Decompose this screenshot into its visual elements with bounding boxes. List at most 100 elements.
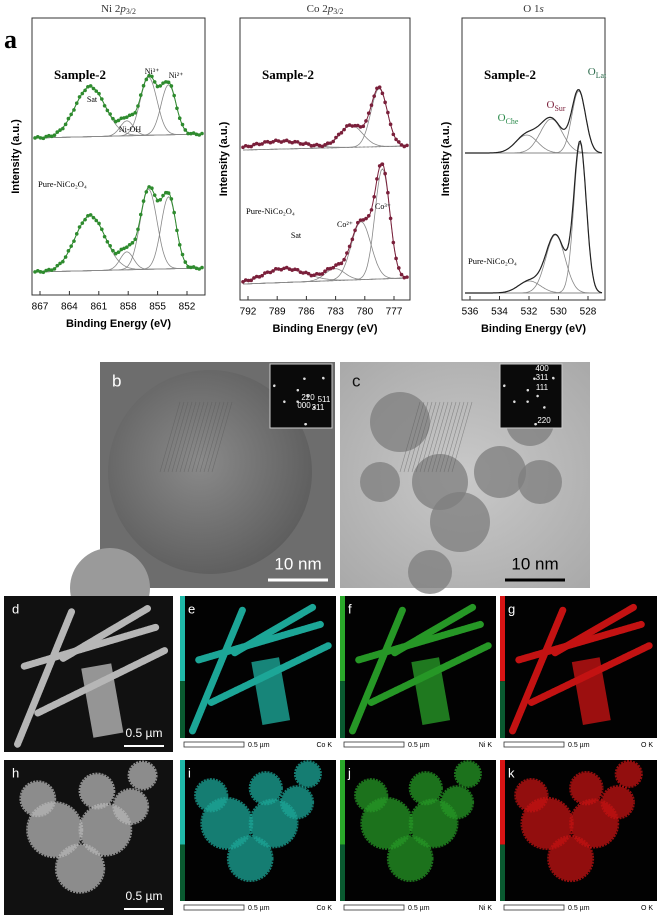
data-dot (260, 142, 264, 146)
data-dot (172, 93, 176, 98)
data-dot (331, 265, 336, 270)
data-dot (394, 256, 398, 261)
data-dot (309, 273, 314, 278)
x-tick-label: 536 (462, 307, 479, 318)
x-tick-label: 777 (386, 307, 403, 318)
y-axis-label: Intensity (a.u.) (10, 119, 22, 194)
fft-label: 000 (297, 401, 311, 410)
data-dot (91, 215, 96, 220)
data-dot (402, 144, 407, 149)
data-dot (86, 213, 90, 218)
data-dot (155, 84, 160, 89)
data-dot (119, 247, 124, 252)
data-dot (361, 124, 366, 129)
data-dot (102, 234, 107, 239)
scale-text: 0.5 µm (248, 905, 270, 912)
data-dot (161, 81, 165, 85)
lattice-fringe (159, 401, 181, 473)
label: OLat (588, 66, 607, 80)
fft-spot (313, 406, 316, 409)
panel-label: b (112, 371, 121, 390)
data-dot (287, 140, 292, 144)
peak-label: Ni³⁺ (145, 67, 160, 76)
data-dot (116, 118, 121, 123)
scale-text: 10 nm (511, 554, 558, 573)
data-dot (336, 132, 341, 137)
data-dot (69, 112, 73, 117)
data-dot (383, 171, 387, 176)
data-dot (290, 268, 295, 272)
data-dot (186, 131, 190, 136)
data-dot (268, 140, 273, 145)
data-dot (63, 122, 68, 127)
data-dot (295, 268, 300, 272)
aggregate (127, 760, 158, 791)
data-dot (100, 97, 104, 101)
element-map (514, 760, 643, 883)
element-map (19, 760, 158, 894)
element-label: Ni K (479, 905, 493, 912)
data-dot (113, 119, 118, 124)
data-dot (133, 111, 137, 115)
data-dot (166, 191, 171, 195)
label: OSur (547, 99, 566, 113)
data-dot (386, 110, 390, 115)
fiber (571, 657, 611, 726)
data-dot (138, 93, 143, 97)
data-dot (144, 190, 149, 194)
data-dot (133, 237, 137, 242)
data-dot (116, 250, 121, 254)
fft-spot (306, 394, 309, 398)
aggregate (112, 788, 150, 825)
data-dot (88, 84, 93, 88)
data-dot (127, 113, 132, 118)
data-dot (164, 190, 168, 195)
data-dot (397, 266, 401, 270)
fit-component (242, 168, 408, 285)
fft-spot (526, 400, 529, 403)
fiber (411, 657, 451, 726)
data-dot (180, 122, 185, 127)
data-dot (130, 112, 135, 117)
data-dot (287, 267, 292, 271)
data-dot (380, 162, 385, 167)
data-dot (55, 130, 60, 134)
data-dot (197, 267, 202, 271)
x-tick-label: 530 (550, 307, 567, 318)
data-dot (284, 265, 289, 270)
fft-label: 311 (312, 403, 325, 412)
fft-inset (269, 363, 333, 429)
data-dot (130, 241, 135, 245)
spectrum-envelope (242, 87, 408, 148)
color-bar (500, 681, 505, 738)
data-dot (383, 100, 387, 105)
data-dot (386, 190, 390, 195)
lattice-fringe (451, 401, 473, 473)
lattice-fringe (191, 401, 213, 473)
data-dot (83, 217, 87, 222)
data-dot (94, 218, 99, 223)
data-dot (166, 80, 171, 85)
caption-strip (340, 738, 496, 752)
data-dot (372, 94, 377, 98)
data-dot (339, 261, 344, 266)
data-dot (298, 142, 303, 146)
data-dot (364, 119, 368, 123)
lattice-fringe (179, 401, 201, 473)
scale-text: 0.5 µm (248, 742, 270, 749)
data-dot (293, 139, 297, 144)
data-dot (119, 116, 124, 121)
aggregate (194, 778, 229, 813)
label-part: p (119, 3, 126, 15)
data-dot (254, 141, 259, 146)
fft-spot (303, 377, 306, 380)
data-dot (144, 77, 149, 82)
data-dot (147, 185, 151, 189)
data-dot (366, 214, 371, 218)
color-bar (180, 596, 185, 682)
label-part: O (588, 66, 596, 78)
label: OChe (498, 112, 519, 126)
color-bar (340, 596, 345, 682)
caption-strip (500, 901, 657, 915)
